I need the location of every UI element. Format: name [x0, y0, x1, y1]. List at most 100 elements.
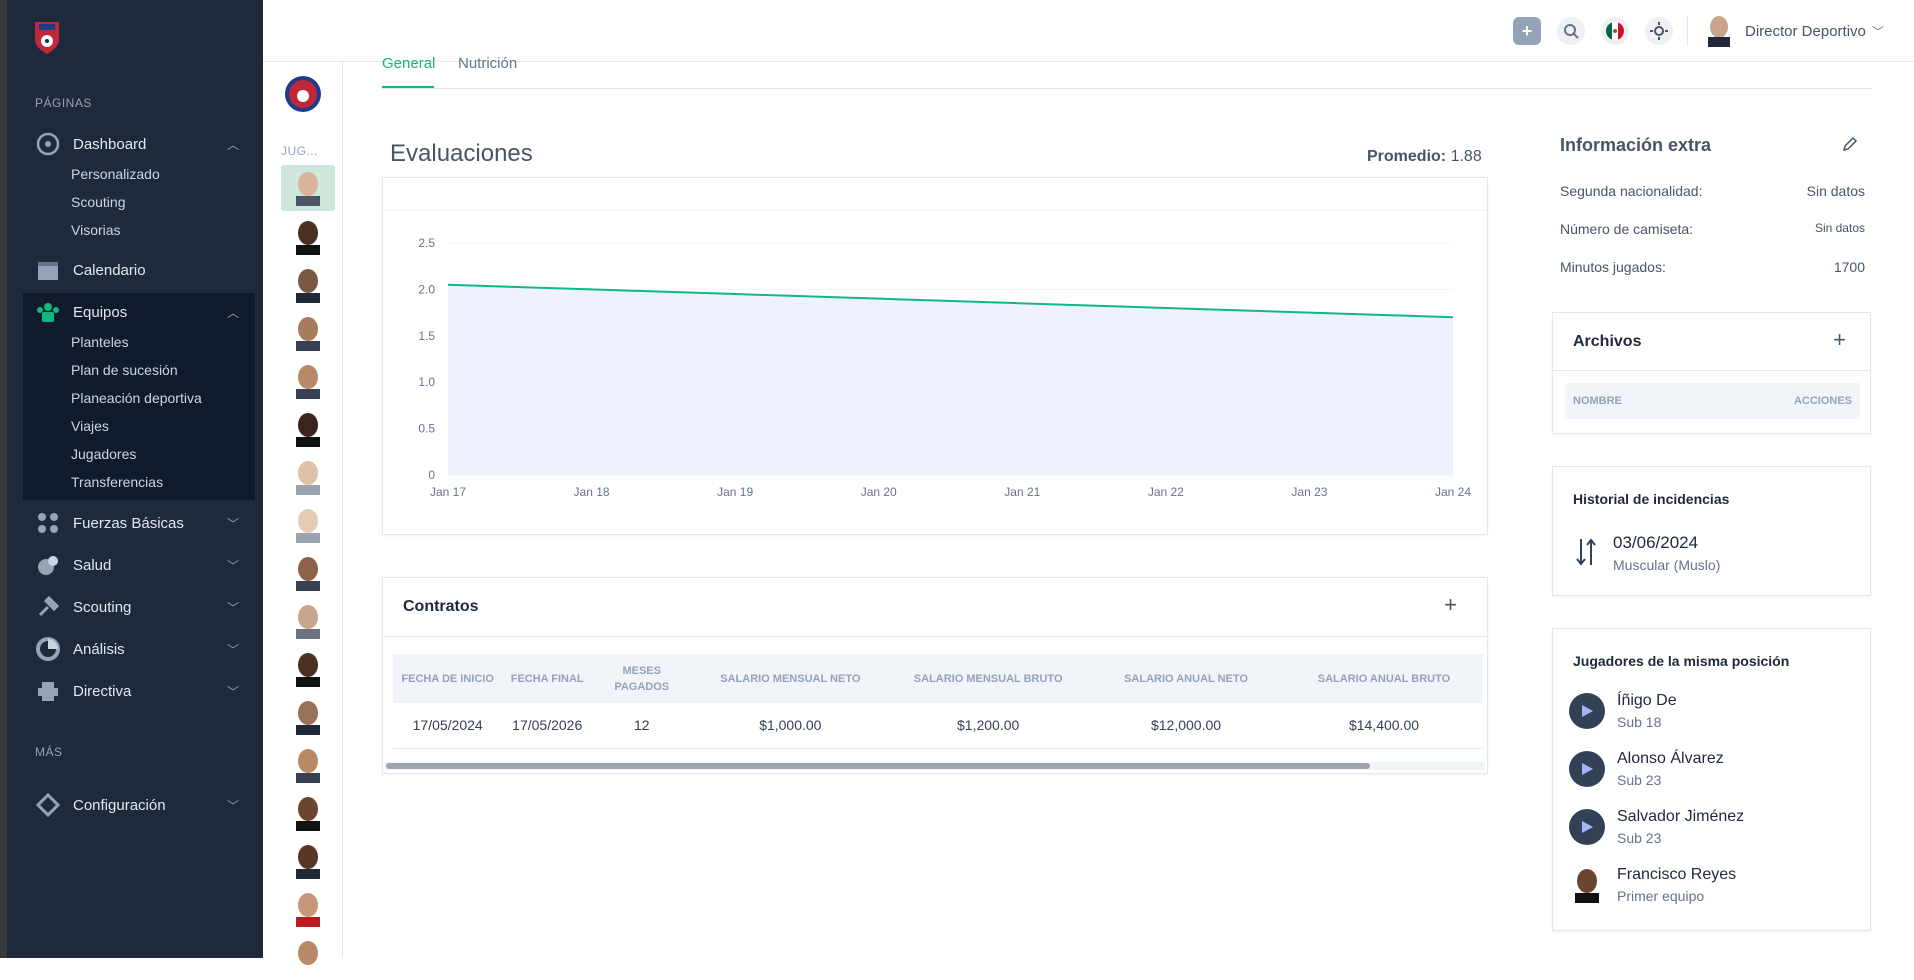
add-file-button[interactable]: + [1833, 327, 1846, 353]
column-header: FECHA DE INICIO [393, 654, 502, 703]
player-face[interactable] [281, 310, 335, 356]
sidebar-item-analisis[interactable]: Análisis ﹀ [23, 631, 253, 667]
archivos-card: Archivos + NOMBRE ACCIONES [1552, 312, 1871, 434]
sidebar-item-dashboard[interactable]: Dashboard ︿ [23, 126, 253, 162]
player-face[interactable] [281, 262, 335, 308]
sidebar-sub-viajes[interactable]: Viajes [71, 418, 109, 434]
language-button[interactable] [1601, 17, 1629, 45]
search-icon [1563, 23, 1579, 39]
player-face[interactable] [281, 502, 335, 548]
contratos-title: Contratos [403, 598, 479, 616]
chevron-down-icon: ﹀ [227, 683, 239, 700]
player-strip: JUG... [263, 0, 343, 958]
play-icon [1569, 693, 1605, 729]
sidebar-sub-jugadores[interactable]: Jugadores [71, 446, 136, 462]
player-team: Sub 23 [1617, 772, 1724, 788]
player-face[interactable] [281, 165, 335, 211]
sidebar-sub-scouting[interactable]: Scouting [71, 194, 125, 210]
table-row[interactable]: 17/05/2024 17/05/2026 12 $1,000.00 $1,20… [393, 703, 1483, 748]
promedio: Promedio: 1.88 [1367, 148, 1482, 166]
player-face[interactable] [281, 790, 335, 836]
sidebar-item-calendario[interactable]: Calendario [23, 252, 253, 288]
y-tick-label: 0.5 [418, 422, 435, 436]
sidebar-sub-transferencias[interactable]: Transferencias [71, 474, 163, 490]
info-row: Número de camiseta:Sin datos [1560, 221, 1865, 237]
sidebar-item-salud[interactable]: Salud ﹀ [23, 547, 253, 583]
club-crest[interactable] [283, 74, 323, 114]
sidebar-item-configuracion[interactable]: Configuración ﹀ [23, 787, 253, 823]
player-face[interactable] [281, 838, 335, 884]
column-header: SALARIO MENSUAL NETO [691, 654, 889, 703]
player-face[interactable] [281, 550, 335, 596]
section-label-paginas: PÁGINAS [35, 96, 92, 110]
health-icon [35, 552, 61, 578]
sidebar-sub-personalizado[interactable]: Personalizado [71, 166, 160, 182]
x-tick-label: Jan 20 [861, 485, 897, 499]
sidebar-item-fuerzas-basicas[interactable]: Fuerzas Básicas ﹀ [23, 505, 253, 541]
horizontal-scrollbar[interactable] [385, 762, 1485, 770]
player-face[interactable] [281, 742, 335, 788]
add-contract-button[interactable]: + [1444, 592, 1457, 618]
incidencias-title: Historial de incidencias [1573, 491, 1729, 507]
player-face[interactable] [281, 934, 335, 980]
user-name: Director Deportivo [1745, 23, 1866, 40]
player-face[interactable] [281, 358, 335, 404]
tab-nutricion[interactable]: Nutrición [458, 55, 517, 72]
sort-arrows-icon [1575, 537, 1597, 567]
sidebar-item-directiva[interactable]: Directiva ﹀ [23, 673, 253, 709]
chevron-down-icon: ﹀ [227, 797, 239, 814]
position-player-item[interactable]: Francisco Reyes Primer equipo [1569, 866, 1736, 904]
divider [383, 636, 1487, 637]
player-face[interactable] [281, 454, 335, 500]
column-header: SALARIO ANUAL BRUTO [1285, 654, 1483, 703]
calendar-icon [35, 257, 61, 283]
theme-toggle-button[interactable] [1645, 17, 1673, 45]
tab-general[interactable]: General [382, 55, 435, 72]
x-tick-label: Jan 17 [430, 485, 466, 499]
edit-button[interactable] [1842, 136, 1858, 157]
chevron-down-icon: ﹀ [1872, 23, 1884, 40]
chevron-down-icon: ﹀ [227, 515, 239, 532]
chevron-up-icon: ︿ [227, 136, 239, 153]
add-button[interactable]: + [1513, 17, 1541, 45]
window-edge [0, 0, 7, 958]
player-name: Alonso Álvarez [1617, 750, 1724, 768]
x-tick-label: Jan 23 [1291, 485, 1327, 499]
dashboard-icon [35, 131, 61, 157]
club-logo[interactable] [31, 20, 63, 56]
table-header-row: FECHA DE INICIO FECHA FINAL MESES PAGADO… [393, 654, 1483, 703]
chevron-up-icon: ︿ [227, 304, 239, 321]
player-face[interactable] [281, 646, 335, 692]
player-face[interactable] [281, 598, 335, 644]
scrollbar-thumb[interactable] [386, 763, 1370, 769]
column-header: FECHA FINAL [502, 654, 592, 703]
player-face[interactable] [281, 886, 335, 932]
player-face[interactable] [281, 406, 335, 452]
player-face[interactable] [281, 214, 335, 260]
search-button[interactable] [1557, 17, 1585, 45]
player-face[interactable] [281, 694, 335, 740]
player-team: Sub 23 [1617, 830, 1744, 846]
pie-chart-icon [35, 636, 61, 662]
player-name: Francisco Reyes [1617, 866, 1736, 884]
sidebar-sub-visorias[interactable]: Visorias [71, 222, 121, 238]
sidebar-sub-planeacion[interactable]: Planeación deportiva [71, 390, 202, 406]
sun-icon [1650, 22, 1668, 40]
avatar [1705, 15, 1733, 47]
player-team: Primer equipo [1617, 888, 1736, 904]
column-header: NOMBRE [1573, 395, 1622, 407]
position-player-item[interactable]: Alonso Álvarez Sub 23 [1569, 750, 1724, 788]
sidebar-sub-planteles[interactable]: Planteles [71, 334, 129, 350]
sidebar-item-scouting[interactable]: Scouting ﹀ [23, 589, 253, 625]
mexico-flag-icon [1606, 22, 1624, 40]
table-cell: $12,000.00 [1087, 703, 1285, 748]
info-row: Minutos jugados:1700 [1560, 259, 1865, 275]
sidebar-sub-plan-sucesion[interactable]: Plan de sucesión [71, 362, 178, 378]
sidebar-item-equipos[interactable]: Equipos ︿ [23, 294, 253, 330]
chevron-down-icon: ﹀ [227, 599, 239, 616]
user-menu[interactable]: Director Deportivo ﹀ [1705, 15, 1884, 47]
info-label: Segunda nacionalidad: [1560, 183, 1702, 199]
avatar [1569, 867, 1605, 903]
